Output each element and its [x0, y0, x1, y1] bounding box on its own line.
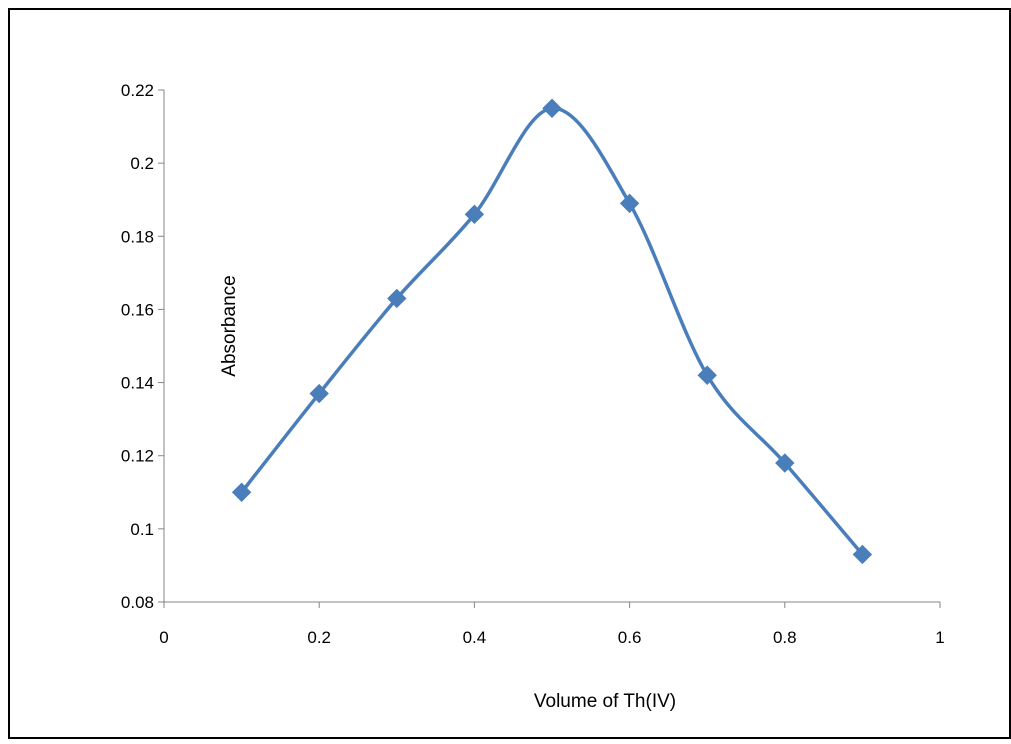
data-point-marker — [309, 383, 329, 404]
y-tick-label: 0.16 — [121, 300, 154, 319]
data-point-marker — [464, 204, 485, 225]
x-tick-label: 0.6 — [618, 628, 642, 647]
data-point-marker — [852, 544, 873, 565]
x-tick-label: 0.2 — [307, 628, 331, 647]
x-tick-label: 0.4 — [463, 628, 487, 647]
x-tick-label: 0.8 — [773, 628, 797, 647]
y-tick-label: 0.14 — [121, 374, 154, 393]
chart-border — [8, 8, 1011, 739]
y-tick-label: 0.08 — [121, 593, 154, 612]
ticks: 0.08 0.1 0.12 0.14 0.16 0.18 0.2 0.22 0 0.2 0.4 0.6… — [121, 81, 945, 647]
x-axis-title: Volume of Th(IV) — [534, 691, 676, 712]
y-tick-label: 0.2 — [130, 154, 154, 173]
y-axis-title: Absorbance — [219, 275, 240, 376]
data-point-marker — [542, 98, 562, 118]
y-tick-label: 0.1 — [130, 520, 154, 539]
y-tick-label: 0.22 — [121, 81, 154, 100]
data-point-marker — [231, 482, 252, 502]
y-tick-label: 0.18 — [121, 227, 154, 246]
series — [231, 98, 873, 565]
axes — [163, 90, 940, 603]
y-tick-label: 0.12 — [121, 447, 154, 466]
data-point-marker — [697, 365, 717, 385]
data-point-marker — [619, 193, 640, 214]
data-point-marker — [387, 288, 407, 309]
data-point-marker — [775, 453, 795, 473]
x-tick-label: 1 — [935, 628, 944, 647]
x-tick-label: 0 — [159, 628, 168, 647]
